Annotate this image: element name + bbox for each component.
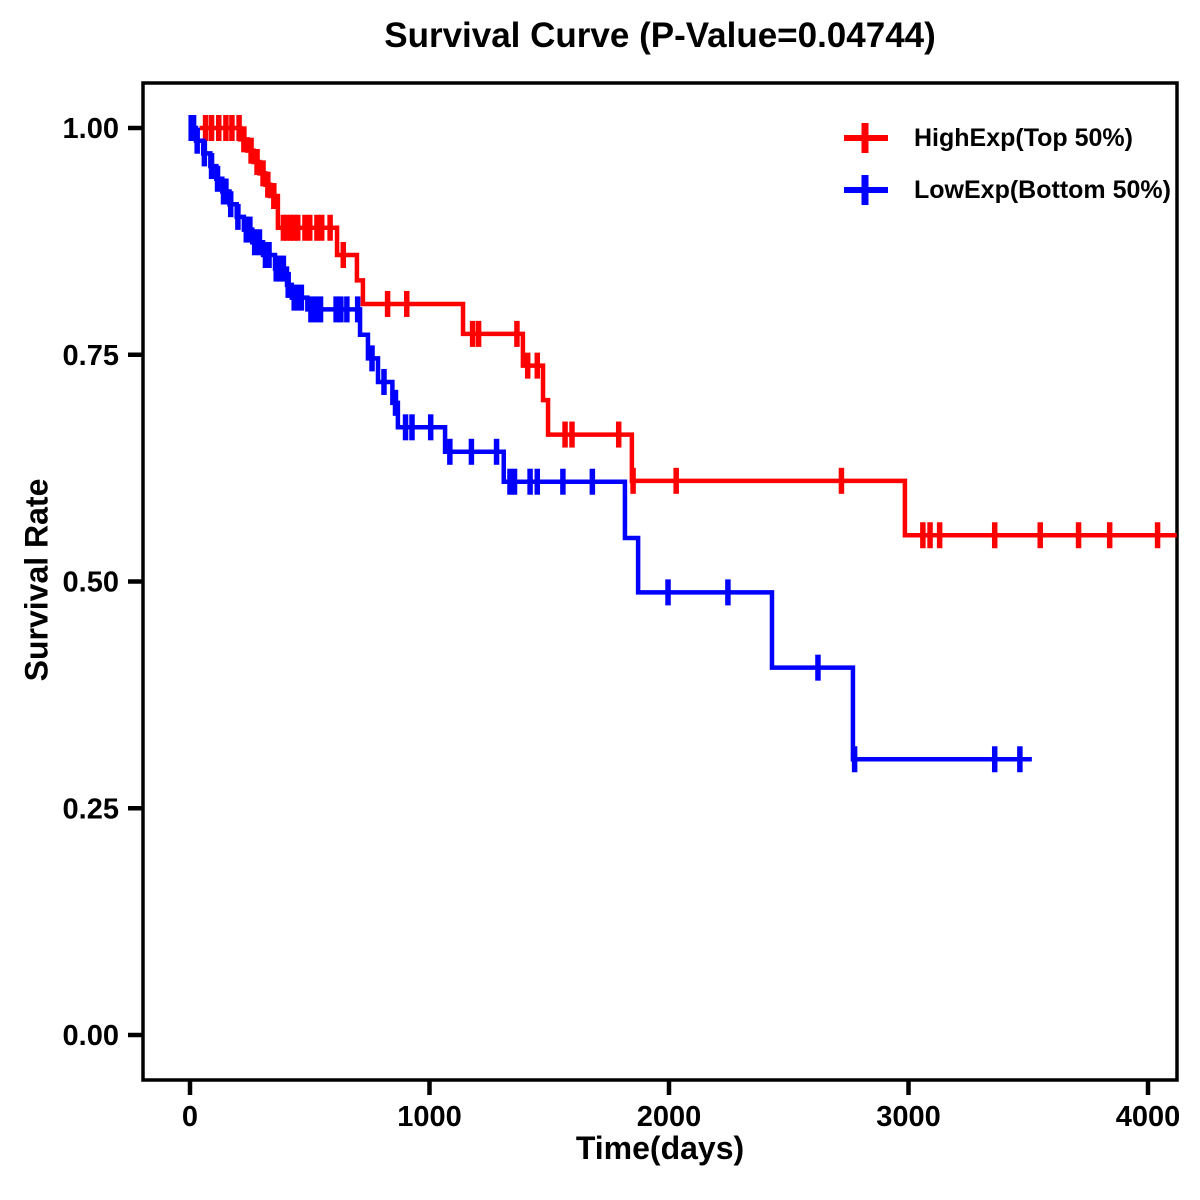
x-axis-title: Time(days) — [575, 1130, 745, 1166]
y-axis-ticks: 1.00 0.75 0.50 0.25 0.00 — [63, 113, 143, 1052]
x-tick-label: 4000 — [1116, 1101, 1181, 1133]
x-axis-ticks: 0 1000 2000 3000 4000 — [182, 1080, 1180, 1133]
y-tick-label: 0.50 — [63, 567, 119, 599]
x-tick-label: 2000 — [637, 1101, 702, 1133]
x-tick-label: 1000 — [397, 1101, 462, 1133]
lowexp-censor-marks — [188, 115, 1023, 773]
lowexp-censor-plus-icon — [844, 175, 888, 205]
highexp-series — [199, 115, 1177, 549]
y-tick-label: 1.00 — [63, 113, 119, 145]
legend: HighExp(Top 50%) LowExp(Bottom 50%) — [842, 116, 1171, 220]
legend-label-lowexp: LowExp(Bottom 50%) — [914, 175, 1171, 204]
y-tick-label: 0.00 — [63, 1020, 119, 1052]
highexp-censor-marks — [202, 115, 1161, 549]
chart-title: Survival Curve (P-Value=0.04744) — [384, 16, 936, 55]
y-tick-label: 0.75 — [63, 340, 119, 372]
x-tick-label: 3000 — [876, 1101, 941, 1133]
legend-item-highexp: HighExp(Top 50%) — [842, 116, 1171, 160]
legend-label-highexp: HighExp(Top 50%) — [914, 123, 1133, 152]
highexp-censor-plus-icon — [844, 123, 888, 153]
legend-item-lowexp: LowExp(Bottom 50%) — [842, 168, 1171, 212]
y-tick-label: 0.25 — [63, 793, 119, 825]
x-tick-label: 0 — [182, 1101, 198, 1133]
lowexp-series — [188, 115, 1032, 773]
